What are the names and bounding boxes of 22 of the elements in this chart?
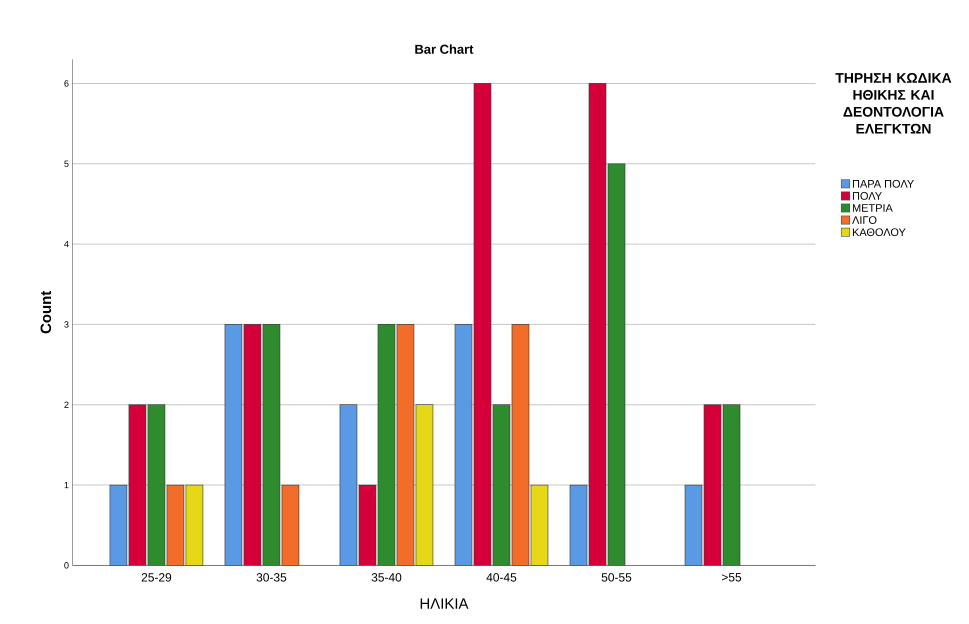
x-tick-label: 50-55 <box>602 573 632 582</box>
y-tick-label: 5 <box>64 160 69 167</box>
legend-label: ΚΑΘΟΛΟΥ <box>852 228 906 236</box>
x-tick-label: 30-35 <box>256 573 286 582</box>
x-tick-label: 25-29 <box>142 573 172 582</box>
legend-label: ΛΙΓΟ <box>852 216 876 224</box>
x-axis-title: ΗΛΙΚΙΑ <box>420 598 468 609</box>
x-tick-label: 40-45 <box>486 573 516 582</box>
legend-title: ΤΗΡΗΣΗ ΚΩΔΙΚΑ ΗΘΙΚΗΣ ΚΑΙ ΔΕΟΝΤΟΛΟΓΙΑ ΕΛΕΓΚΤΩΝ <box>835 72 952 134</box>
y-tick-label: 6 <box>64 80 69 87</box>
y-axis-title: Count <box>40 290 52 334</box>
x-tick-label: 35-40 <box>372 573 402 582</box>
y-tick-label: 2 <box>64 402 68 408</box>
chart-title: Bar Chart <box>415 44 474 54</box>
legend-label: ΠΑΡΑ ΠΟΛΥ <box>852 180 914 188</box>
x-tick-label: >55 <box>722 573 742 582</box>
y-tick-label: 1 <box>64 482 69 488</box>
y-tick-label: 4 <box>64 240 69 248</box>
y-tick-label: 0 <box>64 562 69 569</box>
legend-label: ΠΟΛΥ <box>852 192 882 200</box>
y-tick-label: 3 <box>64 321 69 328</box>
legend-label: ΜΕΤΡΙΑ <box>852 204 893 212</box>
